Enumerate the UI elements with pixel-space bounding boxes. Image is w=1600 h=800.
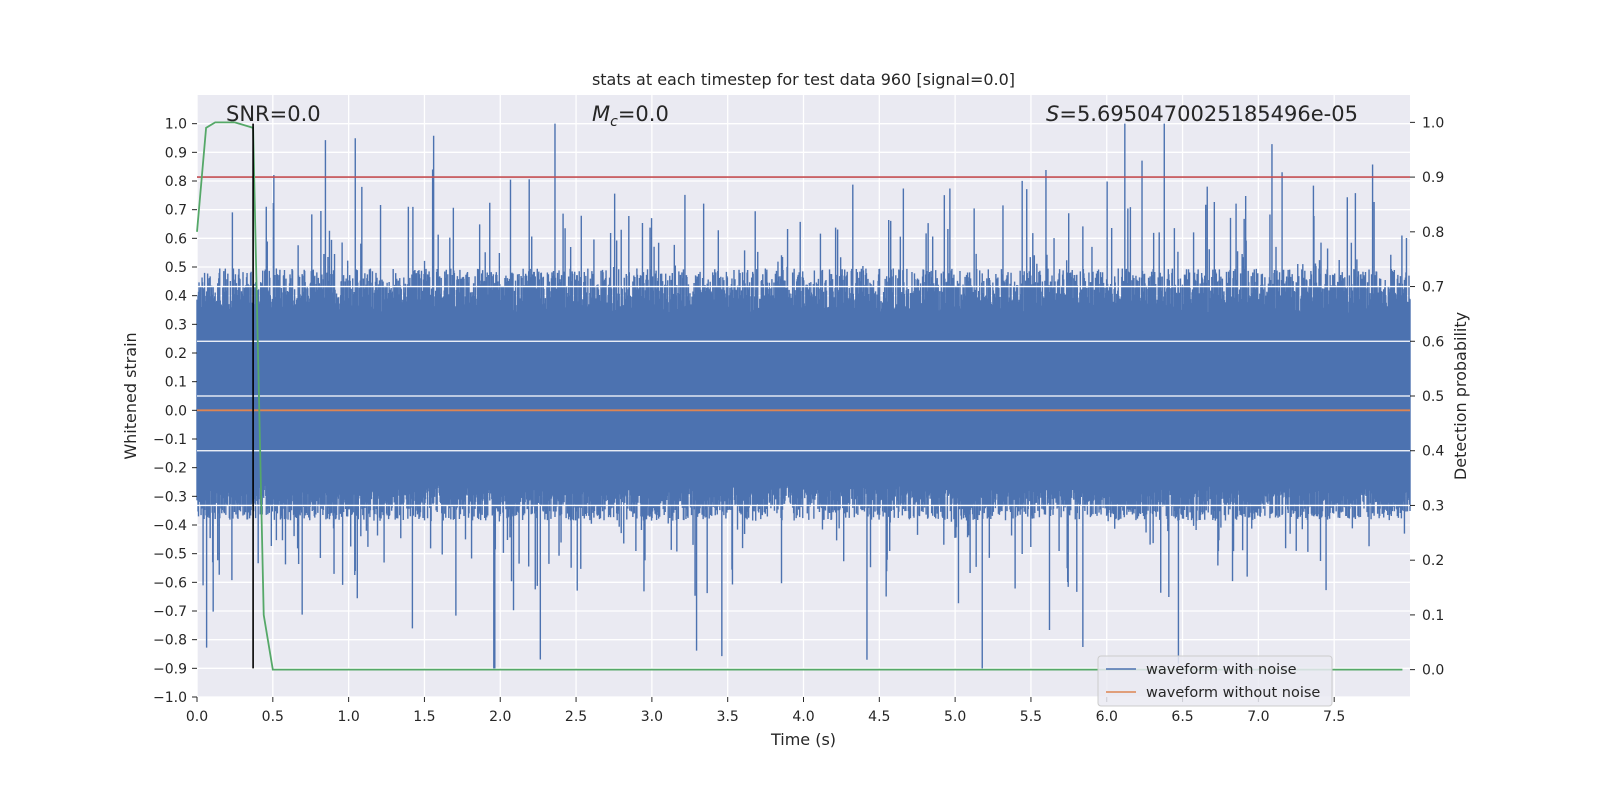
y-left-tick-label: −0.6: [153, 575, 187, 591]
y-left-tick-label: 0.2: [165, 346, 187, 362]
y-left-tick-label: −0.7: [153, 604, 187, 620]
x-tick-label: 1.5: [413, 709, 435, 725]
legend: waveform with noise waveform without noi…: [1097, 655, 1333, 707]
y-right-tick-label: 0.5: [1422, 389, 1444, 405]
x-tick-label: 7.0: [1247, 709, 1269, 725]
x-tick-label: 5.0: [944, 709, 966, 725]
y-left-tick-label: −1.0: [153, 690, 187, 706]
y-left-tick-label: −0.3: [153, 489, 187, 505]
x-tick-label: 0.5: [262, 709, 284, 725]
y-right-tick-label: 0.3: [1422, 498, 1444, 514]
legend-entry-waveform-with-noise: waveform with noise: [1146, 662, 1297, 678]
chart-title: stats at each timestep for test data 960…: [592, 70, 1015, 89]
y-axis-right-label: Detection probability: [1451, 312, 1470, 480]
y-right-tick-label: 0.1: [1422, 608, 1444, 624]
x-axis-label: Time (s): [770, 730, 836, 749]
y-right-tick-label: 0.9: [1422, 170, 1444, 186]
y-left-tick-label: 0.8: [165, 174, 187, 190]
y-left-tick-label: 0.6: [165, 231, 187, 247]
x-tick-label: 0.0: [186, 709, 208, 725]
y-right-tick-label: 0.4: [1422, 444, 1444, 460]
chirp-mass-symbol: M: [592, 102, 610, 126]
y-right-tick-label: 0.6: [1422, 334, 1444, 350]
chirp-mass-annotation: Mc=0.0: [592, 102, 669, 130]
y-left-tick-label: 0.7: [165, 203, 187, 219]
chirp-mass-value: =0.0: [618, 102, 669, 126]
y-left-tick-label: 0.1: [165, 375, 187, 391]
x-tick-label: 1.0: [337, 709, 359, 725]
series-detection-probability: [196, 121, 1403, 671]
chirp-mass-subscript: c: [610, 114, 618, 130]
s-statistic-annotation: S=5.6950470025185496e-05: [1046, 102, 1358, 126]
x-tick-label: 2.5: [565, 709, 587, 725]
x-tick-label: 4.5: [868, 709, 890, 725]
y-right-tick-label: 0.7: [1422, 280, 1444, 296]
x-tick-label: 2.0: [489, 709, 511, 725]
s-symbol: S: [1046, 102, 1059, 126]
x-tick-label: 7.5: [1323, 709, 1345, 725]
y-right-tick-label: 0.0: [1422, 663, 1444, 679]
legend-entry-waveform-without-noise: waveform without noise: [1146, 685, 1320, 701]
series-waveform-with-noise-core: [197, 347, 1410, 451]
y-left-tick-label: −0.1: [153, 432, 187, 448]
x-tick-label: 5.5: [1020, 709, 1042, 725]
y-right-tick-label: 0.8: [1422, 225, 1444, 241]
y-left-tick-label: 1.0: [165, 117, 187, 133]
y-left-tick-label: 0.0: [165, 403, 187, 419]
s-value: =5.6950470025185496e-05: [1059, 102, 1358, 126]
legend-box: [1097, 655, 1333, 707]
x-tick-label: 6.5: [1171, 709, 1193, 725]
y-left-tick-label: 0.9: [165, 145, 187, 161]
x-tick-label: 3.5: [717, 709, 739, 725]
plot-area: 0.0 0.5 1.0 1.5 2.0 2.5 3.0 3.5 4.0 4.5 5.0 5.5 6.0 6…: [153, 95, 1444, 725]
x-tick-label: 3.0: [641, 709, 663, 725]
y-left-tick-label: −0.9: [153, 661, 187, 677]
y-left-tick-label: −0.2: [153, 461, 187, 477]
y-left-tick-label: 0.5: [165, 260, 187, 276]
y-left-tick-label: 0.3: [165, 317, 187, 333]
y-axis-left-label: Whitened strain: [121, 332, 140, 459]
y-left-tick-label: −0.4: [153, 518, 187, 534]
y-left-tick-label: −0.5: [153, 547, 187, 563]
y-left-tick-label: −0.8: [153, 633, 187, 649]
x-tick-label: 4.0: [792, 709, 814, 725]
y-right-tick-label: 0.2: [1422, 553, 1444, 569]
y-right-tick-label: 1.0: [1422, 115, 1444, 131]
snr-annotation: SNR=0.0: [226, 102, 321, 126]
x-tick-label: 6.0: [1096, 709, 1118, 725]
y-left-tick-label: 0.4: [165, 289, 187, 305]
